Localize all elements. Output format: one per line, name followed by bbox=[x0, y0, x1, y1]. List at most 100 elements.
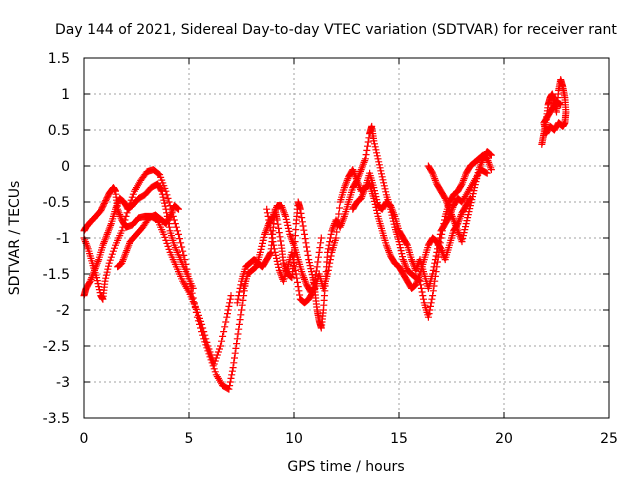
data-point bbox=[215, 345, 223, 353]
data-point bbox=[296, 205, 304, 213]
data-point bbox=[119, 223, 127, 231]
data-point bbox=[426, 306, 434, 314]
data-point bbox=[221, 323, 229, 331]
data-point bbox=[210, 365, 218, 373]
data-point bbox=[102, 271, 110, 279]
data-point bbox=[208, 359, 216, 367]
data-point bbox=[265, 216, 273, 224]
axis-ticks bbox=[83, 57, 610, 419]
data-point bbox=[370, 194, 378, 202]
data-point bbox=[403, 240, 411, 248]
data-point bbox=[293, 274, 301, 282]
y-tick-label: -3 bbox=[56, 375, 70, 391]
x-tick-label: 20 bbox=[495, 431, 513, 447]
data-point bbox=[266, 220, 273, 228]
data-point bbox=[237, 281, 245, 289]
data-point bbox=[214, 348, 222, 356]
data-point bbox=[199, 331, 207, 339]
data-point bbox=[256, 248, 264, 256]
data-point bbox=[164, 216, 172, 224]
data-point bbox=[110, 244, 118, 252]
data-point bbox=[282, 212, 290, 220]
data-point bbox=[333, 222, 341, 230]
data-point bbox=[235, 288, 243, 296]
y-axis-label: SDTVAR / TECUs bbox=[7, 181, 23, 296]
data-point bbox=[317, 234, 325, 242]
data-point bbox=[209, 362, 217, 370]
data-point bbox=[431, 256, 439, 264]
data-point bbox=[361, 155, 369, 163]
y-tick-label: 0.5 bbox=[48, 123, 70, 139]
data-point bbox=[557, 101, 565, 109]
data-point bbox=[305, 256, 313, 264]
data-point bbox=[106, 256, 114, 264]
data-point bbox=[487, 151, 495, 159]
data-point bbox=[122, 212, 130, 220]
data-point bbox=[207, 356, 215, 364]
y-tick-label: -2.5 bbox=[43, 339, 70, 355]
data-point bbox=[202, 341, 210, 349]
data-point bbox=[232, 344, 240, 352]
data-point bbox=[121, 216, 129, 224]
data-point bbox=[458, 238, 466, 246]
data-point bbox=[272, 251, 280, 259]
data-point bbox=[326, 238, 334, 246]
data-point bbox=[487, 166, 495, 174]
data-point bbox=[204, 347, 212, 355]
data-point bbox=[298, 214, 306, 222]
data-point bbox=[282, 215, 290, 223]
data-point bbox=[179, 247, 187, 255]
data-point bbox=[382, 188, 390, 196]
data-point bbox=[269, 238, 277, 246]
data-point bbox=[189, 284, 197, 292]
data-point bbox=[335, 210, 343, 218]
data-point bbox=[220, 328, 228, 336]
data-point bbox=[291, 263, 299, 271]
data-point bbox=[176, 235, 184, 243]
data-point bbox=[313, 263, 321, 271]
data-point bbox=[324, 245, 332, 253]
data-point bbox=[264, 212, 272, 220]
data-point bbox=[193, 313, 201, 321]
data-point bbox=[469, 190, 477, 198]
data-point bbox=[471, 181, 479, 189]
data-point bbox=[334, 216, 342, 224]
data-point bbox=[173, 227, 181, 235]
data-point bbox=[310, 280, 318, 288]
data-point bbox=[108, 250, 116, 258]
data-point bbox=[235, 325, 243, 333]
data-point bbox=[380, 182, 388, 190]
data-point bbox=[324, 270, 332, 278]
data-point bbox=[219, 332, 227, 340]
data-point bbox=[268, 230, 276, 238]
data-point bbox=[163, 239, 171, 247]
data-point bbox=[326, 259, 334, 267]
data-point bbox=[311, 275, 319, 283]
y-tick-label: 1 bbox=[61, 87, 70, 103]
data-point bbox=[197, 324, 205, 332]
data-point bbox=[427, 299, 435, 307]
data-point bbox=[325, 263, 333, 271]
data-point bbox=[225, 302, 233, 310]
data-point bbox=[213, 351, 221, 359]
data-point bbox=[371, 200, 379, 208]
data-point bbox=[471, 184, 479, 192]
data-point bbox=[223, 313, 231, 321]
data-point bbox=[396, 241, 404, 249]
x-tick-label: 5 bbox=[185, 431, 194, 447]
data-point bbox=[275, 229, 283, 237]
data-point bbox=[94, 280, 102, 288]
data-point bbox=[418, 288, 426, 296]
data-point bbox=[270, 241, 278, 249]
data-point bbox=[189, 294, 197, 302]
data-point bbox=[161, 233, 169, 241]
data-point bbox=[379, 176, 387, 184]
data-point bbox=[301, 235, 309, 243]
data-point bbox=[303, 247, 311, 255]
data-point bbox=[470, 187, 478, 195]
data-point bbox=[257, 245, 265, 253]
data-point bbox=[429, 270, 437, 278]
data-point bbox=[164, 242, 172, 250]
data-point bbox=[263, 205, 271, 213]
data-point bbox=[373, 206, 381, 214]
